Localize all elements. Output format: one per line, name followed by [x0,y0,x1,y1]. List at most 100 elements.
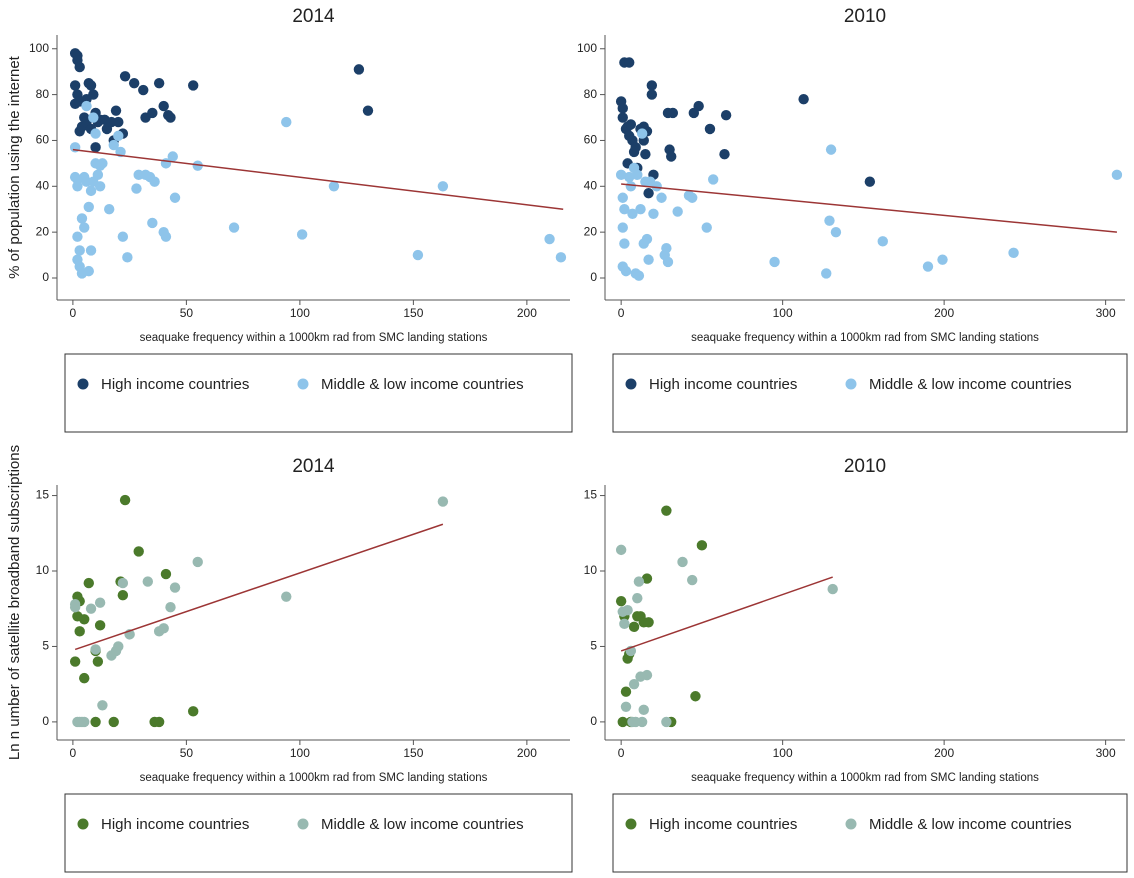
y-tick-label: 0 [590,270,597,284]
legend-box [612,793,1128,873]
point [353,64,365,75]
x-tick-label: 0 [70,306,77,320]
x-tick-label: 200 [517,746,537,760]
point [97,700,108,711]
x-tick-label: 100 [773,306,793,320]
point [412,249,424,261]
point [633,576,645,587]
y-tick-label: 15 [36,488,50,502]
point [632,169,643,181]
point [90,128,101,139]
point [113,641,124,652]
point [720,110,732,121]
point [187,706,199,717]
point [119,71,131,82]
point [687,574,698,586]
legend-marker [297,818,309,830]
point [615,595,627,607]
point [158,100,169,112]
y-tick-label: 100 [29,41,49,55]
point [79,716,90,728]
point [625,119,637,130]
point [719,149,730,160]
y-tick-label: 5 [590,639,597,653]
point [821,268,832,279]
point [615,169,627,181]
point [667,107,679,119]
point [437,181,449,192]
legend-label: High income countries [101,816,249,833]
point [281,591,292,602]
point [648,208,659,220]
y-tick-label: 40 [36,178,50,192]
point [131,183,142,194]
x-tick-label: 100 [773,746,793,760]
point [625,181,637,192]
point [641,573,653,584]
y-tick-label: 10 [36,563,50,577]
y-tick-label: 60 [584,133,598,147]
point [640,149,651,160]
y-axis-label: Ln n umber of satellite broadband subscr… [6,445,23,760]
legend-marker [845,378,857,390]
point [108,139,119,151]
point [704,123,716,135]
point [119,494,131,506]
point [69,80,81,91]
legend-label: Middle & low income countries [869,376,1072,393]
point [641,233,653,245]
point [643,617,654,628]
point [85,603,97,614]
point [90,644,101,655]
point [142,576,153,587]
point [149,176,160,187]
point [620,265,632,277]
y-tick-label: 0 [42,714,49,728]
point [83,201,94,213]
point [825,144,837,155]
point [79,222,90,233]
point [147,217,158,229]
point [74,626,85,637]
point [619,204,630,215]
y-tick-label: 80 [36,87,50,101]
point [617,112,628,123]
y-tick-label: 10 [584,563,598,577]
y-tick-label: 60 [36,133,50,147]
point [122,252,133,263]
legend-label: Middle & low income countries [321,816,524,833]
point [824,215,835,226]
point [153,77,165,89]
legend-label: High income countries [101,376,249,393]
point [88,89,99,100]
x-tick-label: 200 [934,306,954,320]
point [69,656,81,667]
point [110,105,122,116]
x-tick-label: 100 [290,746,310,760]
point [636,128,648,139]
point [160,231,172,242]
point [192,556,203,568]
x-tick-label: 150 [403,746,423,760]
legend-marker [845,818,857,830]
point [646,89,658,100]
chart-title: 2014 [292,6,335,27]
point [69,602,81,613]
point [701,222,712,233]
point [661,716,672,728]
point [113,130,124,142]
point [622,605,633,616]
point [769,256,780,268]
x-tick-label: 200 [934,746,954,760]
legend-marker [625,378,637,390]
point [187,80,199,91]
point [167,151,178,162]
fit-line [72,148,564,210]
point [617,716,628,728]
point [153,716,165,728]
legend-box [64,353,573,433]
x-tick-label: 0 [70,746,77,760]
point [79,614,90,625]
point [627,208,638,220]
legend-label: Middle & low income countries [869,816,1072,833]
